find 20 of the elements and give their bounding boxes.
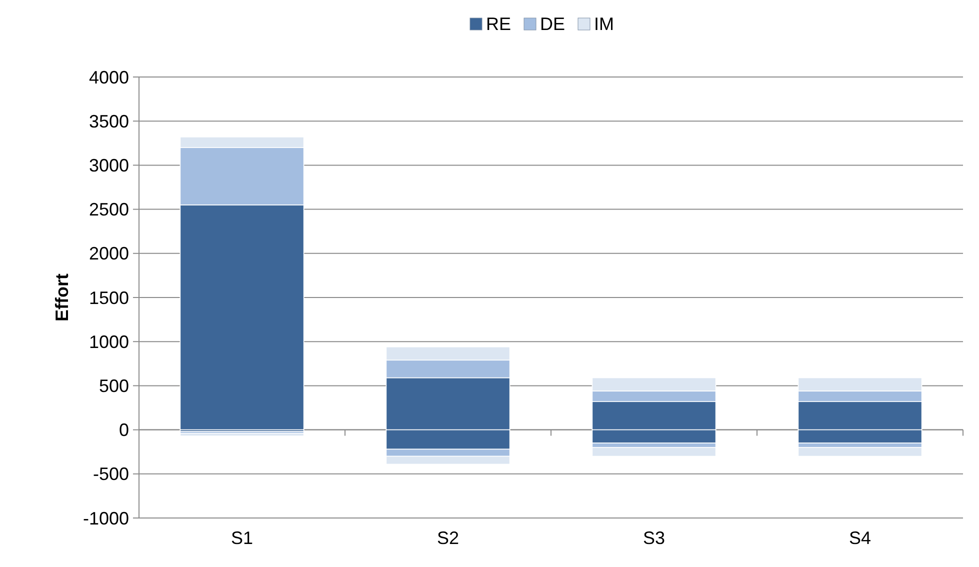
y-tick-label: 2000: [88, 244, 129, 264]
y-tick-label: 1000: [88, 332, 129, 352]
y-tick-label: 1500: [88, 288, 129, 308]
legend-label: RE: [486, 14, 512, 34]
y-tick-label: -500: [92, 464, 129, 484]
y-tick-label: 0: [118, 420, 129, 440]
legend-label: DE: [540, 14, 566, 34]
y-axis-title: Effort: [52, 274, 72, 322]
x-tick-label: S1: [230, 528, 254, 548]
y-tick-label: 3000: [88, 156, 129, 176]
y-tick-label: -1000: [82, 508, 129, 528]
y-tick-label: 2500: [88, 200, 129, 220]
y-tick-label: 4000: [88, 67, 129, 88]
x-tick-label: S3: [642, 528, 666, 548]
legend-label: IM: [594, 14, 614, 34]
y-tick-label: 3500: [88, 111, 129, 132]
x-tick-label: S4: [848, 528, 872, 548]
y-tick-label: 500: [98, 376, 129, 396]
bar: [180, 432, 304, 436]
x-tick-label: S2: [436, 528, 460, 548]
